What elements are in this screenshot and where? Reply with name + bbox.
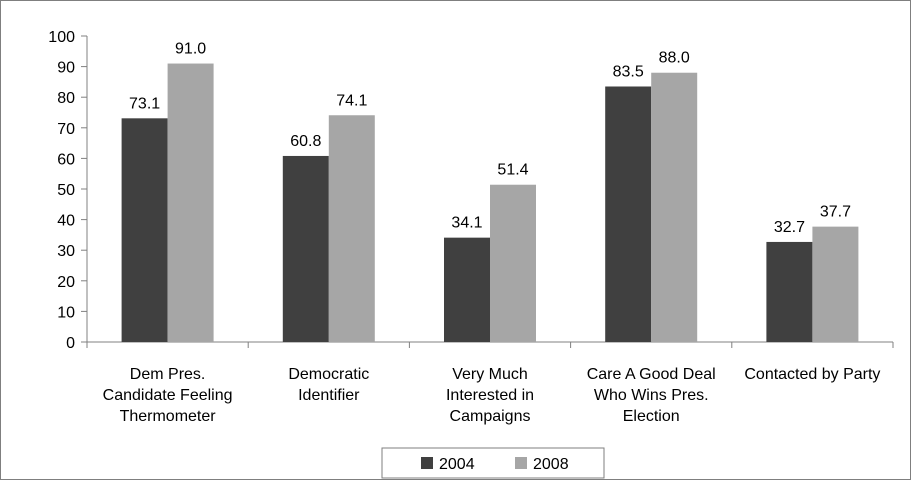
- bar-2004-1: [282, 155, 329, 342]
- legend-label-2008: 2008: [533, 456, 569, 473]
- legend-box: [381, 447, 605, 479]
- bar-2008-4: [812, 226, 859, 342]
- bars: [121, 63, 859, 343]
- y-tick-label: 80: [57, 90, 75, 107]
- legend-swatch-2004: [421, 457, 433, 469]
- y-tick-label: 50: [57, 182, 75, 199]
- category-label-0: Dem Pres. Candidate Feeling Thermometer: [103, 366, 233, 425]
- category-label-4: Contacted by Party: [744, 366, 880, 383]
- bar-2008-1: [328, 115, 375, 342]
- bar-2008-3: [651, 72, 698, 342]
- legend: 2004 2008: [381, 447, 605, 479]
- data-label-2004-1: 60.8: [290, 133, 321, 150]
- category-label-3: Care A Good Deal Who Wins Pres. Election: [587, 366, 716, 425]
- data-label-2004-0: 73.1: [129, 95, 160, 112]
- data-label-2004-4: 32.7: [774, 219, 805, 236]
- y-tick-label: 40: [57, 213, 75, 230]
- legend-swatch-2008: [515, 457, 527, 469]
- data-label-2008-4: 37.7: [820, 204, 851, 221]
- category-label-2: Very Much Interested in Campaigns: [446, 366, 534, 425]
- y-tick-label: 20: [57, 274, 75, 291]
- y-tick-label: 100: [48, 29, 75, 46]
- bar-2004-0: [121, 118, 168, 343]
- bar-2008-2: [490, 184, 536, 342]
- axes: 0 10 20 30 40 50 60 70 80 90 100: [48, 29, 894, 352]
- data-label-2008-1: 74.1: [336, 92, 367, 109]
- y-tick-label: 10: [57, 304, 75, 321]
- y-tick-label: 60: [57, 151, 75, 168]
- y-tick-label: 70: [57, 121, 75, 138]
- category-label-1: Democratic Identifier: [288, 366, 369, 404]
- bar-2004-3: [605, 86, 652, 343]
- data-label-2004-3: 83.5: [613, 63, 644, 80]
- bar-2004-2: [444, 237, 490, 342]
- y-tick-label: 0: [66, 335, 75, 352]
- category-labels: Dem Pres. Candidate Feeling Thermometer Dem…: [103, 366, 881, 425]
- data-labels: 73.1 91.0 60.8 74.1 34.1 51.4 83.5 88.0 32.7 37.7: [129, 41, 851, 236]
- y-tick-label: 30: [57, 243, 75, 260]
- legend-label-2004: 2004: [439, 456, 475, 473]
- bar-2008-0: [167, 63, 214, 342]
- data-label-2008-2: 51.4: [497, 162, 528, 179]
- y-tick-label: 90: [57, 60, 75, 77]
- data-label-2004-2: 34.1: [451, 215, 482, 232]
- bar-2004-4: [766, 241, 813, 342]
- data-label-2008-3: 88.0: [659, 50, 690, 67]
- data-label-2008-0: 91.0: [175, 41, 206, 58]
